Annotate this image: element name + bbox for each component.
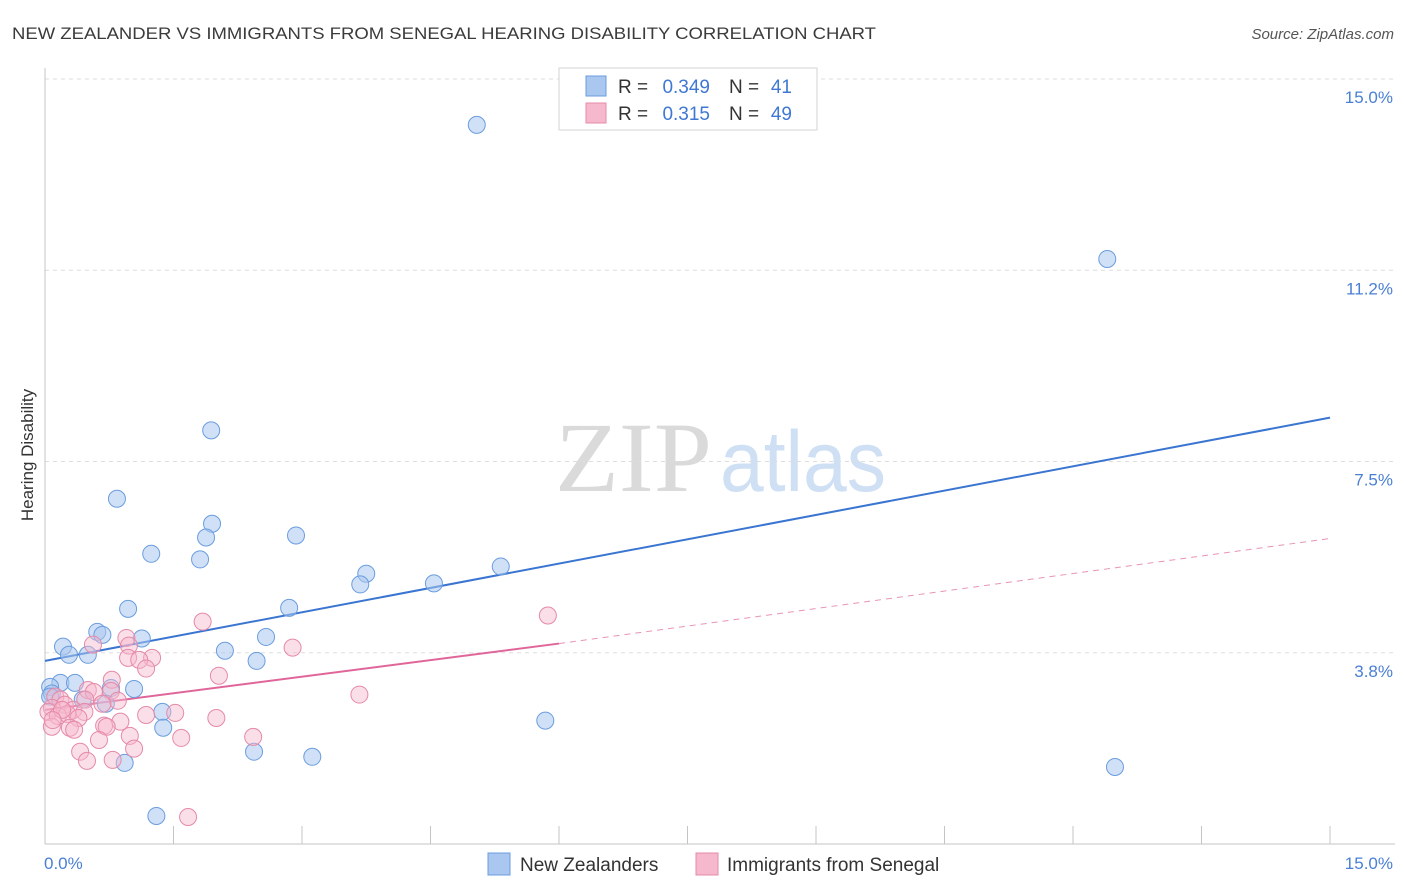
point-senegal [93, 694, 112, 713]
x-tick-label: 0.0% [44, 854, 83, 873]
x-tick-label: 15.0% [1345, 854, 1393, 873]
point-new-zealanders [467, 115, 486, 134]
point-new-zealanders [424, 574, 443, 593]
trend-lines [44, 416, 1331, 711]
point-senegal [42, 717, 61, 736]
point-new-zealanders [125, 679, 144, 698]
y-tick-label: 11.2% [1346, 279, 1393, 298]
point-senegal [71, 742, 90, 761]
point-new-zealanders [536, 711, 555, 730]
point-senegal [179, 807, 198, 826]
point-new-zealanders [119, 599, 138, 618]
stats-legend-swatch-senegal [585, 102, 607, 124]
legend-label-new-zealanders: New Zealanders [520, 855, 658, 876]
point-senegal [77, 751, 96, 770]
point-senegal [538, 606, 557, 625]
point-senegal [43, 711, 62, 730]
point-senegal [89, 730, 108, 749]
point-new-zealanders [107, 489, 126, 508]
y-axis-label: Hearing Disability [18, 388, 37, 521]
stats-r-label: R = [618, 77, 648, 98]
point-new-zealanders [142, 544, 161, 563]
x-ticks [173, 826, 1331, 844]
point-new-zealanders [280, 598, 299, 617]
point-senegal [119, 648, 138, 667]
point-new-zealanders [351, 575, 370, 594]
y-tick-label: 15.0% [1345, 88, 1393, 107]
source-credit: Source: ZipAtlas.com [1251, 26, 1394, 43]
stats-n-label: N = [729, 77, 759, 98]
point-new-zealanders [59, 645, 78, 664]
chart-title: NEW ZEALANDER VS IMMIGRANTS FROM SENEGAL… [12, 24, 876, 43]
point-new-zealanders [154, 718, 173, 737]
y-tick-labels: 15.0% 11.2% 7.5% 3.8% [1345, 88, 1393, 681]
trend-line-new-zealanders [44, 416, 1331, 662]
point-new-zealanders [197, 528, 216, 547]
point-senegal [172, 728, 191, 747]
stats-n-value-senegal: 49 [771, 104, 792, 125]
point-senegal [137, 659, 156, 678]
point-senegal [103, 750, 122, 769]
trend-line-senegal [44, 642, 560, 711]
point-senegal [53, 700, 72, 719]
y-gridlines [45, 78, 1395, 654]
point-senegal [283, 638, 302, 657]
point-new-zealanders [215, 641, 234, 660]
stats-legend: R = 0.349 N = 41 R = 0.315 N = 49 [558, 67, 818, 131]
point-new-zealanders [1105, 757, 1124, 776]
stats-n-value-new-zealanders: 41 [771, 77, 792, 98]
legend-label-senegal: Immigrants from Senegal [727, 855, 939, 876]
series-legend: New Zealanders Immigrants from Senegal [487, 852, 939, 876]
point-new-zealanders [147, 806, 166, 825]
stats-r-value-senegal: 0.315 [662, 104, 710, 125]
y-tick-label: 3.8% [1354, 662, 1393, 681]
point-senegal [97, 717, 116, 736]
legend-swatch-new-zealanders [487, 852, 511, 876]
point-new-zealanders [257, 627, 276, 646]
point-senegal [209, 666, 228, 685]
point-senegal [166, 703, 185, 722]
legend-swatch-senegal [695, 852, 719, 876]
point-senegal [65, 720, 84, 739]
point-senegal [244, 727, 263, 746]
point-senegal [125, 739, 144, 758]
stats-r-value-new-zealanders: 0.349 [662, 77, 710, 98]
stats-legend-swatch-new-zealanders [585, 75, 607, 97]
point-senegal [108, 691, 127, 710]
watermark-zip: ZIP [555, 402, 712, 513]
point-senegal [193, 612, 212, 631]
watermark: ZIP atlas [555, 402, 886, 513]
point-senegal [83, 635, 102, 654]
point-new-zealanders [93, 625, 112, 644]
scatter-points [39, 115, 1124, 826]
x-tick-labels: 0.0% 15.0% [44, 854, 1393, 873]
point-new-zealanders [78, 645, 97, 664]
point-senegal [39, 702, 58, 721]
watermark-atlas: atlas [720, 414, 886, 510]
point-new-zealanders [202, 421, 221, 440]
point-senegal [350, 685, 369, 704]
point-senegal [137, 705, 156, 724]
point-new-zealanders [491, 557, 510, 576]
point-new-zealanders [41, 687, 60, 706]
point-new-zealanders [245, 742, 264, 761]
point-new-zealanders [287, 526, 306, 545]
point-new-zealanders [1098, 250, 1117, 269]
point-senegal [207, 709, 226, 728]
stats-n-label: N = [729, 104, 759, 125]
point-new-zealanders [115, 753, 134, 772]
trend-line-extrapolated-senegal [558, 538, 1331, 645]
point-new-zealanders [247, 651, 266, 670]
y-tick-label: 7.5% [1354, 471, 1393, 490]
stats-r-label: R = [618, 104, 648, 125]
point-senegal [101, 682, 120, 700]
point-new-zealanders [303, 747, 322, 766]
point-new-zealanders [191, 550, 210, 569]
